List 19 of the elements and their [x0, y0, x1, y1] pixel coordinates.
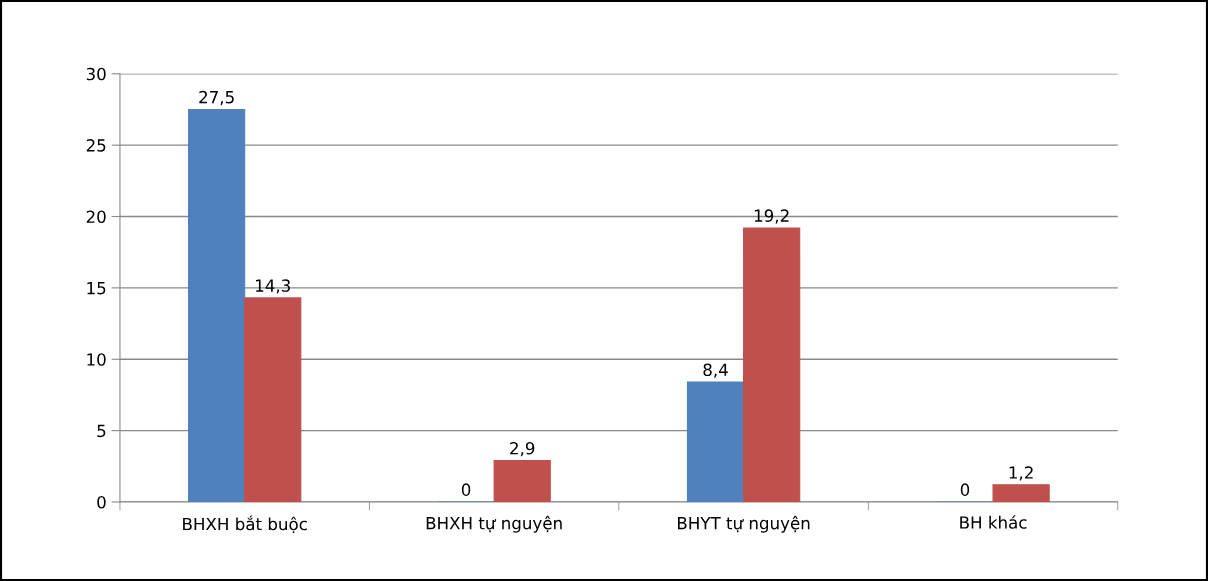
y-tick-label: 30 [86, 67, 106, 81]
y-tick-label: 20 [86, 210, 106, 224]
x-tick-label: BHYT tự nguyện [678, 515, 810, 533]
y-tick-label: 15 [87, 282, 106, 295]
x-tick-label: BHXH bắt buộc [183, 515, 307, 534]
data-label: 14,3 [256, 279, 290, 294]
data-label: 0 [461, 483, 471, 496]
data-label: 1,2 [1009, 466, 1033, 481]
data-label: 27,5 [199, 90, 234, 106]
data-label: 8,4 [703, 363, 728, 378]
x-tick-label: BHXH tự nguyện [426, 515, 562, 533]
data-label: 19,2 [754, 209, 789, 224]
y-tick-label: 10 [87, 353, 106, 366]
y-tick-label: 0 [97, 495, 106, 509]
data-label: 0 [960, 483, 970, 496]
y-tick-label: 5 [97, 424, 106, 438]
x-tick-label: BH khác [960, 515, 1027, 529]
data-label: 2,9 [510, 441, 535, 457]
y-tick-label: 25 [86, 139, 106, 152]
